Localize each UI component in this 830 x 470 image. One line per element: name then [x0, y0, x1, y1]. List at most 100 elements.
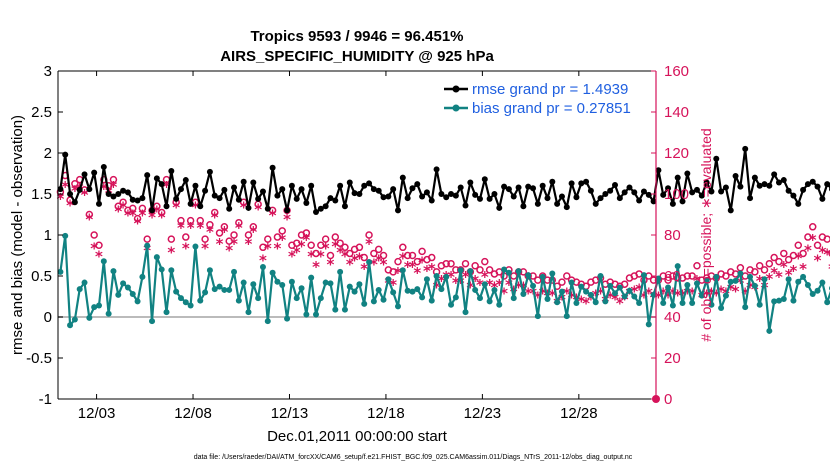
chart-title-line2: AIRS_SPECIFIC_HUMIDITY @ 925 hPa	[220, 48, 494, 65]
y-left-tick-label: 1	[44, 227, 52, 244]
obs-evaluated-point: *	[187, 219, 195, 237]
rmse-point	[505, 186, 512, 193]
bias-point	[534, 313, 541, 320]
rmse-point	[640, 188, 647, 195]
rmse-point	[182, 177, 189, 184]
legend-box	[440, 78, 650, 124]
bias-point	[240, 279, 247, 286]
obs-possible-point	[688, 272, 696, 280]
rmse-point	[693, 186, 700, 193]
obs-possible-point	[95, 241, 103, 249]
bias-point	[390, 289, 397, 296]
bias-point	[124, 284, 131, 291]
bias-point	[197, 297, 204, 304]
obs-evaluated-point: *	[124, 207, 132, 225]
obs-evaluated-point: *	[163, 178, 171, 196]
obs-possible-point	[394, 257, 402, 266]
rmse-point	[443, 194, 450, 201]
obs-evaluated-point: *	[331, 237, 339, 255]
rmse-point	[665, 185, 672, 192]
obs-evaluated-point: *	[172, 198, 180, 216]
rmse-point	[751, 174, 758, 181]
obs-evaluated-point: *	[259, 252, 267, 270]
obs-evaluated-point: *	[196, 219, 204, 237]
obs-evaluated-point: *	[582, 295, 590, 313]
rmse-point	[718, 188, 725, 195]
bias-point	[443, 273, 450, 280]
bias-point	[202, 289, 209, 296]
rmse-point	[67, 191, 74, 197]
obs-possible-point	[789, 251, 798, 260]
bias-point	[621, 293, 628, 300]
bias-point	[216, 283, 223, 290]
bias-point	[578, 283, 585, 290]
obs-evaluated-point: *	[225, 241, 233, 259]
obs-possible-point	[341, 243, 349, 252]
obs-possible-point	[133, 214, 142, 223]
bias-point	[804, 282, 811, 289]
rmse-point	[153, 175, 160, 182]
obs-evaluated-point: *	[616, 295, 624, 313]
obs-possible-point	[215, 229, 224, 237]
bias-point	[722, 292, 729, 299]
obs-evaluated-point: *	[539, 284, 547, 302]
rmse-point	[679, 198, 686, 205]
bias-point	[264, 318, 271, 325]
bias-point	[414, 286, 421, 293]
footnote: data file: /Users/raeder/DAI/ATM_forcXX/…	[194, 454, 633, 461]
rmse-point	[423, 189, 430, 196]
chart-title-line1: Tropics 9593 / 9946 = 96.451%	[250, 28, 463, 45]
bias-point	[438, 286, 445, 293]
bias-point	[766, 327, 773, 334]
obs-evaluated-point: *	[100, 180, 108, 198]
bias-point	[110, 268, 117, 275]
bias-point	[640, 272, 647, 279]
obs-possible-point	[244, 231, 253, 239]
bias-point	[221, 286, 228, 293]
rmse-point	[476, 195, 483, 202]
rmse-point	[274, 192, 281, 199]
bias-point	[115, 291, 122, 298]
bias-point	[800, 273, 807, 280]
obs-evaluated-point: *	[288, 248, 296, 266]
bias-point	[317, 295, 324, 302]
obs-evaluated-point: *	[370, 256, 378, 274]
obs-evaluated-point: *	[404, 258, 412, 276]
obs-evaluated-point: *	[293, 243, 301, 261]
bias-point	[366, 259, 373, 266]
rmse-point	[457, 184, 464, 191]
rmse-point	[322, 203, 329, 210]
bias-point	[587, 291, 594, 298]
rmse-point	[790, 192, 797, 199]
rmse-point	[76, 186, 83, 193]
rmse-point	[804, 181, 811, 188]
y-left-tick-label: 2.5	[31, 104, 52, 121]
obs-possible-point	[765, 259, 774, 268]
bias-point	[645, 321, 652, 328]
obs-possible-point	[360, 253, 368, 262]
rmse-point	[597, 195, 604, 202]
rmse-point	[71, 199, 78, 206]
obs-evaluated-point: *	[640, 289, 648, 307]
rmse-point	[525, 183, 532, 190]
bias-point	[824, 299, 830, 306]
bias-point	[602, 298, 609, 305]
bias-point	[669, 302, 676, 309]
rmse-point	[549, 178, 556, 185]
obs-possible-point	[485, 266, 494, 274]
bias-point	[419, 294, 426, 301]
bias-point	[399, 267, 406, 274]
obs-possible-point	[114, 202, 123, 211]
obs-possible-point	[312, 249, 320, 258]
rmse-point	[327, 195, 334, 202]
obs-evaluated-point: *	[134, 215, 142, 233]
obs-evaluated-point: *	[457, 274, 465, 292]
bias-point	[457, 267, 464, 274]
obs-evaluated-point: *	[447, 268, 455, 286]
rmse-point	[95, 200, 102, 207]
obs-possible-point	[235, 218, 243, 227]
obs-possible-point	[365, 231, 373, 239]
rmse-point	[491, 191, 498, 197]
obs-possible-point	[167, 235, 176, 243]
obs-evaluated-point: *	[597, 284, 605, 302]
